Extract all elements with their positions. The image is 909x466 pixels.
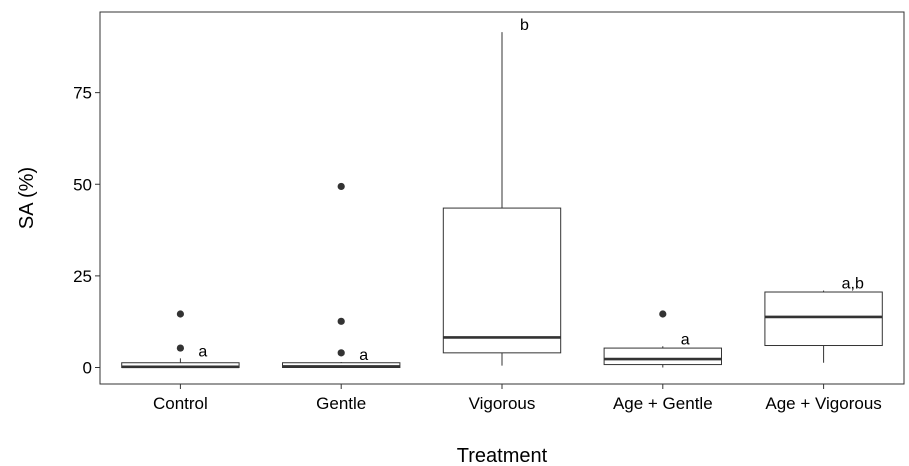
y-axis: 0 25 50 75: [73, 84, 100, 378]
significance-label: a: [198, 343, 207, 360]
significance-label: a: [359, 347, 368, 364]
box-iqr: [442, 207, 562, 354]
plot-panel-border: [99, 11, 905, 385]
box-group: b: [442, 17, 562, 366]
box-iqr: [603, 347, 722, 366]
box-group: a: [603, 310, 722, 368]
outlier-point: [337, 182, 345, 191]
significance-label: a: [681, 331, 690, 348]
y-tick-label: 50: [73, 175, 92, 194]
outlier-point: [176, 344, 184, 352]
box-group: a: [282, 182, 401, 369]
x-axis-title: Treatment: [457, 445, 548, 466]
significance-label: a,b: [842, 276, 864, 293]
y-axis-title: SA (%): [16, 167, 38, 229]
box-group: a,b: [764, 276, 883, 363]
x-tick-label: Vigorous: [469, 394, 536, 413]
y-tick-label: 0: [83, 359, 92, 378]
significance-label: b: [520, 17, 529, 34]
outlier-point: [659, 310, 667, 318]
outlier-point: [337, 349, 345, 357]
x-tick-label: Control: [153, 394, 208, 413]
x-axis: Control Gentle Vigorous Age + Gentle Age + V…: [153, 384, 882, 413]
box-group: a: [121, 310, 240, 369]
y-tick-label: 25: [73, 267, 92, 286]
x-tick-label: Age + Vigorous: [765, 394, 881, 413]
y-tick-label: 75: [73, 84, 92, 103]
outlier-point: [176, 310, 184, 318]
x-tick-label: Age + Gentle: [613, 394, 713, 413]
box-iqr: [764, 291, 883, 347]
boxes-layer: a a b a a,b: [121, 17, 883, 369]
x-tick-label: Gentle: [316, 394, 366, 413]
outlier-point: [337, 317, 345, 325]
